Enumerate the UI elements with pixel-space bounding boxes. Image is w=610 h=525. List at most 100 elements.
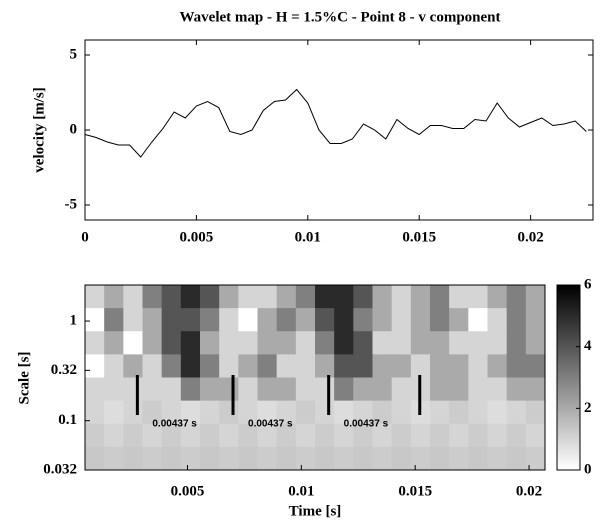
heatmap-cell [219,285,239,309]
heatmap-cell [506,446,527,471]
heatmap-cell [334,377,354,402]
heatmap-cell [257,377,278,402]
heatmap-cell [315,354,335,378]
heatmap-cell [200,331,220,355]
y-tick-label: 0.1 [58,412,77,428]
heatmap-cell [85,446,105,471]
heatmap-cell [85,377,105,402]
heatmap-cell [104,285,124,309]
heatmap-cell [315,377,335,402]
heatmap-cell [276,331,297,355]
heatmap-cell [219,400,239,425]
heatmap-cell [372,400,393,425]
heatmap-cell [334,423,354,448]
heatmap-cell [334,400,354,425]
heatmap-cell [449,423,469,448]
heatmap-cell [238,331,258,355]
heatmap-cell [295,423,316,448]
heatmap-cell [468,331,488,355]
heatmap-cell [449,354,469,378]
heatmap-cell [295,285,316,309]
heatmap-cell [525,377,546,402]
x-tick-label: 0.02 [517,229,543,245]
heatmap-cell [123,446,143,471]
heatmap-cell [200,423,220,448]
heatmap-cell [372,377,393,402]
heatmap-cell [142,308,163,332]
heatmap-cell [487,285,508,309]
heatmap-cell [276,285,297,309]
heatmap-cell [238,423,258,448]
heatmap-cell [487,400,508,425]
heatmap-cell [219,331,239,355]
heatmap-cell [276,446,297,471]
heatmap-cell [468,423,488,448]
heatmap-cell [161,423,182,448]
heatmap-cell [468,308,488,332]
heatmap-cell [468,285,488,309]
heatmap-cell [85,354,105,378]
heatmap-cell [142,400,163,425]
heatmap-cell [525,331,546,355]
heatmap-cell [353,377,373,402]
heatmap-cell [353,308,373,332]
heatmap-cell [315,446,335,471]
heatmap-cell [391,423,412,448]
heatmap-cell [85,423,105,448]
heatmap-cell [372,423,393,448]
heatmap-cell [430,354,450,378]
heatmap-cell [487,377,508,402]
heatmap-cell [85,331,105,355]
heatmap-cell [104,377,124,402]
heatmap-cell [372,331,393,355]
heatmap-cell [391,354,412,378]
heatmap-cell [104,331,124,355]
heatmap-cell [487,308,508,332]
heatmap-cell [123,285,143,309]
heatmap-cell [506,354,527,378]
heatmap-cell [449,400,469,425]
heatmap-cell [257,308,278,332]
heatmap-cell [180,308,201,332]
heatmap-cell [257,446,278,471]
heatmap-cell [506,377,527,402]
heatmap-cell [315,423,335,448]
heatmap-cell [200,285,220,309]
heatmap-cell [410,446,431,471]
heatmap-cell [238,377,258,402]
heatmap-cell [238,285,258,309]
heatmap-cell [295,331,316,355]
heatmap-cell [449,446,469,471]
heatmap-cell [391,400,412,425]
heatmap-cell [238,308,258,332]
heatmap-cell [430,423,450,448]
heatmap-cell [468,354,488,378]
chart-title: Wavelet map - H = 1.5%C - Point 8 - v co… [179,9,500,25]
colorbar-tick-label: 6 [584,276,592,292]
x-tick-label: 0.005 [171,483,205,499]
heatmap-cell [353,446,373,471]
heatmap-cell [142,377,163,402]
heatmap-cell [85,308,105,332]
heatmap-cell [123,377,143,402]
y-axis-label: velocity [m/s] [31,87,47,172]
heatmap-cell [430,400,450,425]
heatmap-cell [506,400,527,425]
heatmap-cell [123,308,143,332]
heatmap-cell [372,446,393,471]
heatmap-cell [487,331,508,355]
heatmap-cell [161,354,182,378]
heatmap-cell [257,354,278,378]
heatmap-cell [123,331,143,355]
heatmap-cell [525,446,546,471]
heatmap-cell [468,400,488,425]
heatmap-cell [180,331,201,355]
heatmap-cell [142,354,163,378]
heatmap-cell [104,423,124,448]
heatmap-cell [430,377,450,402]
annotation: 0.00437 s [344,419,389,430]
y-tick-label: 0 [70,121,78,137]
heatmap-cell [430,446,450,471]
heatmap-cell [161,308,182,332]
